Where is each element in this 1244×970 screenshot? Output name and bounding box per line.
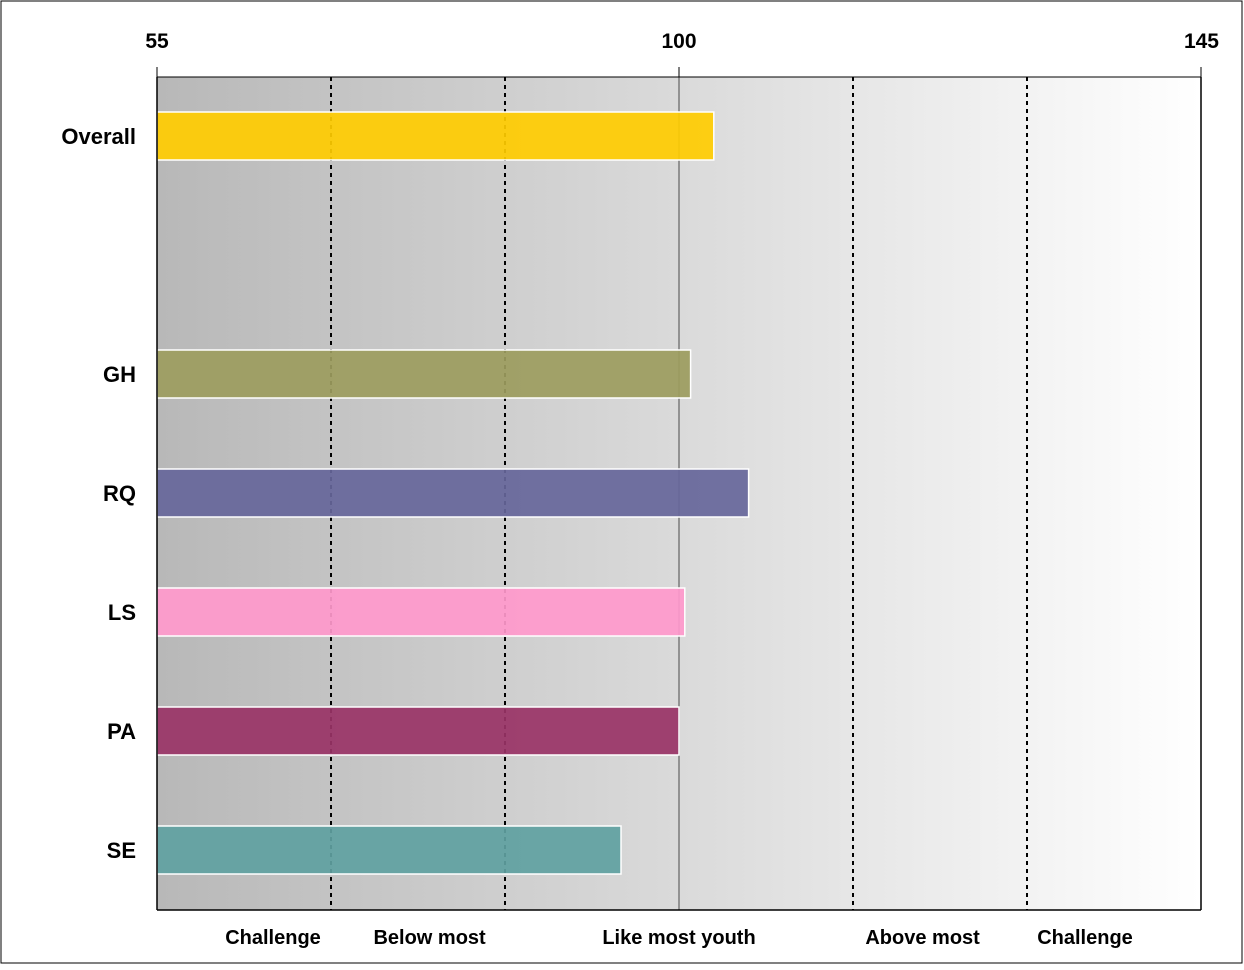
category-label-rq: RQ (103, 481, 136, 506)
category-label-pa: PA (107, 719, 136, 744)
band-label-3: Above most (865, 927, 980, 949)
category-label-se: SE (107, 838, 136, 863)
category-labels: Overall GH RQ LS PA SE (61, 124, 136, 863)
x-tick-labels: 55 100 145 (145, 30, 1219, 53)
category-label-overall: Overall (61, 124, 136, 149)
category-label-ls: LS (108, 600, 136, 625)
band-label-1: Below most (373, 927, 486, 949)
band-label-0: Challenge (225, 927, 321, 949)
axes (156, 67, 1202, 911)
bar-pa (156, 706, 680, 756)
bar-rq (156, 468, 750, 518)
category-label-gh: GH (103, 362, 136, 387)
band-labels: Challenge Below most Like most youth Above … (225, 927, 1133, 949)
bar-overall (156, 111, 715, 161)
band-label-2: Like most youth (602, 927, 755, 949)
bar-gh (156, 349, 692, 399)
x-tick-label-2: 145 (1184, 30, 1219, 53)
bar-se (156, 825, 622, 875)
x-tick-label-1: 100 (661, 30, 696, 53)
bar-ls (156, 587, 686, 637)
band-label-4: Challenge (1037, 927, 1133, 949)
x-tick-label-0: 55 (145, 30, 169, 53)
